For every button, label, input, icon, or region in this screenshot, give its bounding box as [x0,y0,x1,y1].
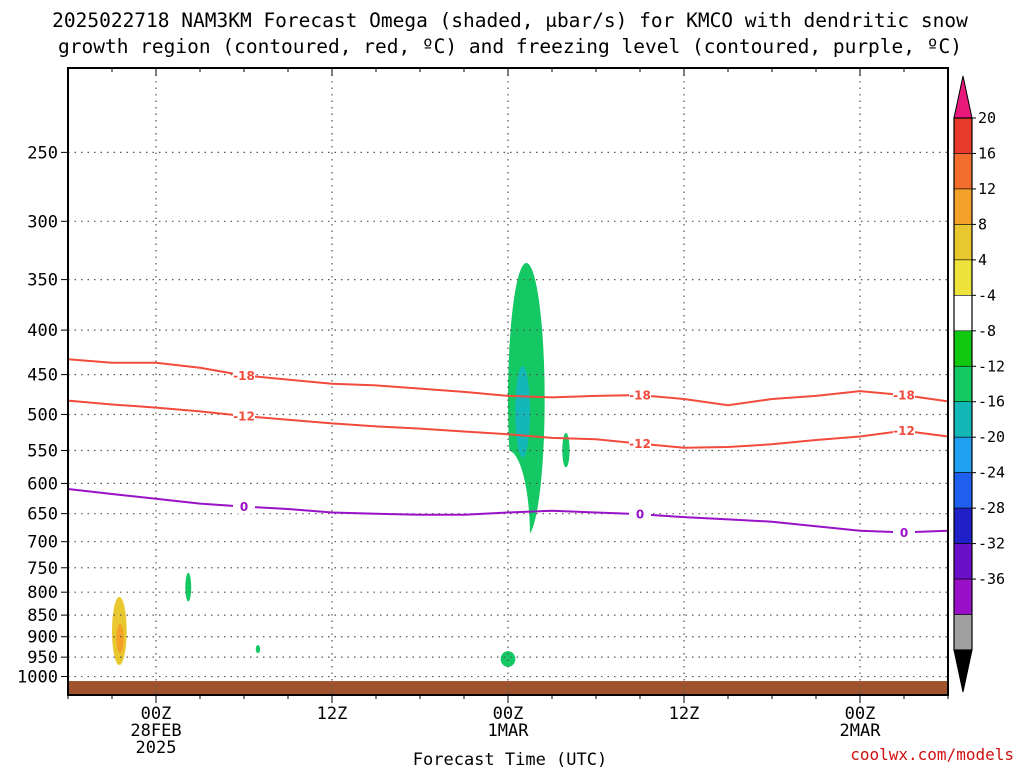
colorbar-box-0 [953,117,973,154]
colorbar-label-13: -36 [978,570,1005,588]
colorbar-box-4 [953,259,973,296]
plot-frame [67,67,949,696]
contour-label-2-2: 0 [900,526,908,540]
omega-shade-13 [320,626,327,637]
omega-shade-3 [500,651,516,667]
x-tick-label-0-0: 00Z [141,704,172,724]
x-tick-label-3-0: 12Z [669,704,700,724]
colorbar-box-6 [953,330,973,367]
x-tick-label-4-1: 2MAR [840,721,882,741]
credit-text: coolwx.com/models [850,745,1014,764]
contour-label-2-0: 0 [240,500,248,514]
x-tick-label-1-0: 12Z [317,704,348,724]
plot-area: 2503003504004505005506006507007508008509… [17,67,949,758]
contour-label-1-1: -12 [629,437,651,451]
contour-label-bg-2-1 [629,507,651,522]
contour-label-2-1: 0 [636,508,644,522]
contour-label-1-0: -12 [233,409,255,423]
contour-label-0-1: -18 [629,389,651,403]
x-tick-label-4-0: 00Z [845,704,876,724]
contour-label-bg-1-0 [233,408,255,423]
omega-shade-1 [515,366,531,458]
y-tick-label-650: 650 [27,505,58,525]
colorbar-box-8 [953,401,973,438]
contour-label-bg-1-2 [893,423,915,438]
contour-line-2 [67,488,949,534]
y-tick-label-450: 450 [27,366,58,386]
omega-shade-11 [739,310,746,358]
omega-shade-2 [562,432,570,468]
ground-strip [68,681,948,695]
x-tick-label-2-1: 1MAR [488,721,530,741]
colorbar-frame [953,117,973,651]
colorbar-box-13 [953,578,973,615]
colorbar-label-9: -20 [978,428,1005,446]
colorbar: 20 16 12 8 4 -4 -8 -12 -16 -20 -24 -28 -32 -36 [953,75,1005,693]
y-tick-label-700: 700 [27,533,58,553]
colorbar-top-arrow [953,75,973,119]
y-tick-label-1000: 1000 [17,668,58,688]
colorbar-label-7: -12 [978,357,1005,375]
colorbar-box-10 [953,472,973,509]
colorbar-box-3 [953,224,973,261]
colorbar-label-0: 20 [978,109,996,127]
y-tick-label-400: 400 [27,321,58,341]
contour-label-0-2: -18 [893,389,915,403]
y-tick-label-300: 300 [27,212,58,232]
colorbar-box-9 [953,436,973,473]
y-tick-label-250: 250 [27,143,58,163]
contour-line-1 [67,399,949,449]
contour-label-bg-0-1 [629,388,651,403]
colorbar-label-8: -16 [978,393,1005,411]
colorbar-box-7 [953,365,973,403]
chart-title-line1: 2025022718 NAM3KM Forecast Omega (shaded… [52,9,968,32]
y-tick-label-750: 750 [27,559,58,579]
contour-label-bg-0-2 [893,388,915,403]
y-tick-label-500: 500 [27,405,58,425]
contour-label-bg-0-0 [233,368,255,383]
x-tick-label-2-0: 00Z [493,704,524,724]
contour-label-bg-2-0 [233,499,255,514]
colorbar-box-2 [953,188,973,225]
colorbar-label-5: -4 [978,286,996,304]
colorbar-box-1 [953,153,973,190]
y-tick-label-350: 350 [27,271,58,291]
colorbar-label-6: -8 [978,322,996,340]
y-tick-label-600: 600 [27,474,58,494]
y-tick-label-850: 850 [27,606,58,626]
colorbar-box-14 [953,614,973,651]
colorbar-box-5 [953,295,973,332]
y-tick-label-950: 950 [27,648,58,668]
contour-label-bg-1-1 [629,436,651,451]
x-tick-label-0-1: 28FEB [130,721,181,741]
x-axis-label: Forecast Time (UTC) [413,750,607,768]
colorbar-box-11 [953,507,973,544]
colorbar-label-4: 4 [978,251,987,269]
y-tick-label-900: 900 [27,628,58,648]
chart-title-line2: growth region (contoured, red, ºC) and f… [58,35,962,58]
omega-shade-8 [116,623,124,654]
y-tick-label-550: 550 [27,442,58,462]
colorbar-label-10: -24 [978,464,1005,482]
colorbar-label-11: -28 [978,499,1005,517]
colorbar-label-2: 12 [978,180,996,198]
contour-line-0 [67,358,949,407]
colorbar-label-12: -32 [978,535,1005,553]
x-tick-label-0-2: 2025 [136,738,177,758]
y-tick-label-800: 800 [27,583,58,603]
colorbar-box-12 [953,543,973,580]
colorbar-label-1: 16 [978,144,996,162]
omega-shade-9 [126,470,145,548]
omega-shade-4 [185,572,192,602]
colorbar-bottom-arrow [953,649,973,693]
contour-label-0-0: -18 [233,369,255,383]
contour-label-1-2: -12 [893,424,915,438]
contour-label-bg-2-2 [893,525,915,540]
colorbar-label-3: 8 [978,215,987,233]
omega-shade-5 [255,645,261,654]
